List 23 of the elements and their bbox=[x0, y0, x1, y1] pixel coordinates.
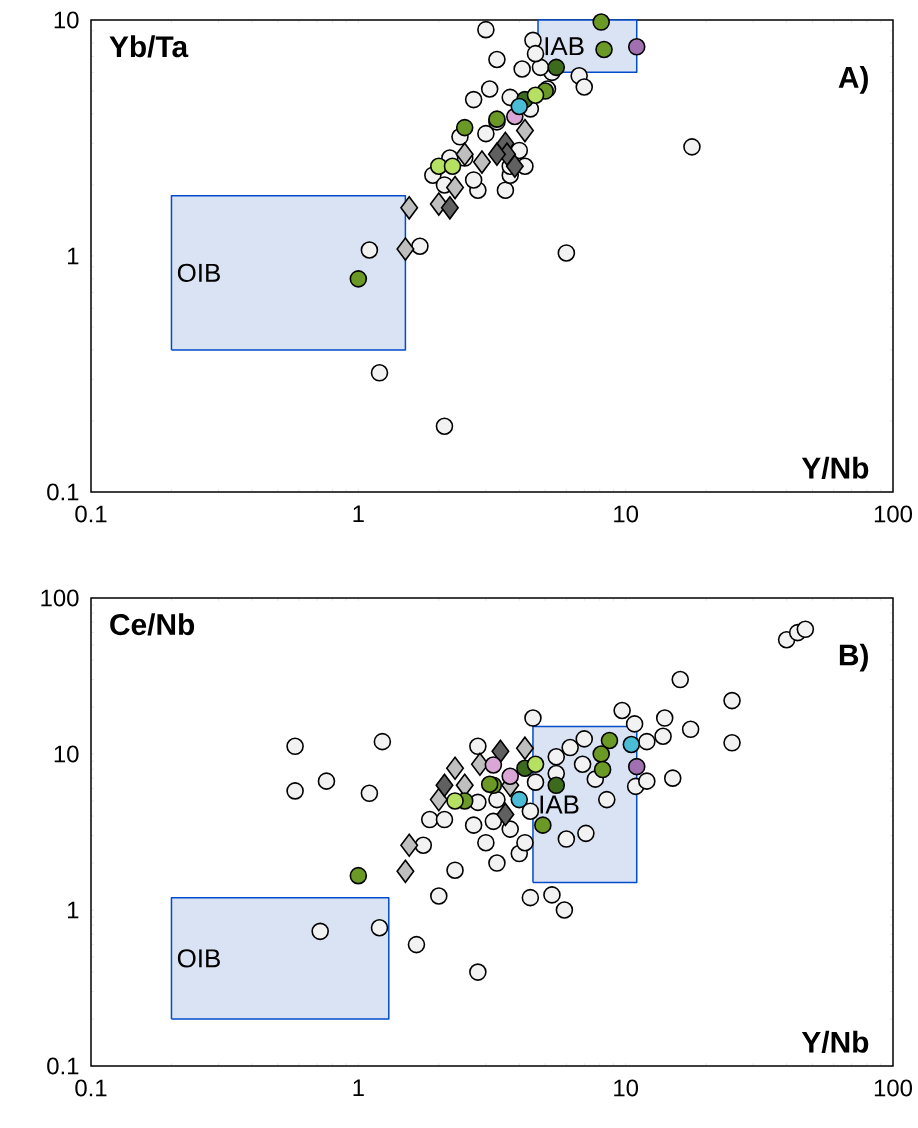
x-tick-label: 1 bbox=[353, 505, 364, 522]
y-tick-label: 1 bbox=[68, 247, 79, 265]
x-axis-title: Y/Nb bbox=[801, 1030, 869, 1054]
x-tick-label: 1 bbox=[353, 1079, 364, 1096]
x-tick-label: 100 bbox=[874, 1079, 912, 1097]
x-tick-label: 10 bbox=[614, 1079, 639, 1097]
text: A) bbox=[838, 65, 868, 94]
series-label: IAB bbox=[540, 795, 579, 814]
x-tick-label: 10 bbox=[614, 505, 639, 523]
series-label: IAB bbox=[545, 37, 584, 56]
y-tick-label: 10 bbox=[54, 11, 79, 29]
y-axis-title: Yb/Ta bbox=[109, 35, 189, 58]
y-tick-label: 1 bbox=[68, 901, 79, 919]
y-tick-label: 100 bbox=[41, 589, 79, 607]
y-axis-title: Ce/Nb bbox=[110, 613, 195, 636]
x-tick-label: 100 bbox=[874, 505, 912, 523]
y-tick-label: 0.1 bbox=[47, 483, 79, 501]
series-label: OIB bbox=[177, 949, 220, 968]
text: B) bbox=[839, 643, 868, 672]
y-tick-label: 0.1 bbox=[47, 1057, 79, 1075]
x-axis-title: Y/Nb bbox=[801, 456, 869, 480]
y-tick-label: 10 bbox=[54, 745, 79, 763]
series-label: OIB bbox=[177, 263, 220, 282]
